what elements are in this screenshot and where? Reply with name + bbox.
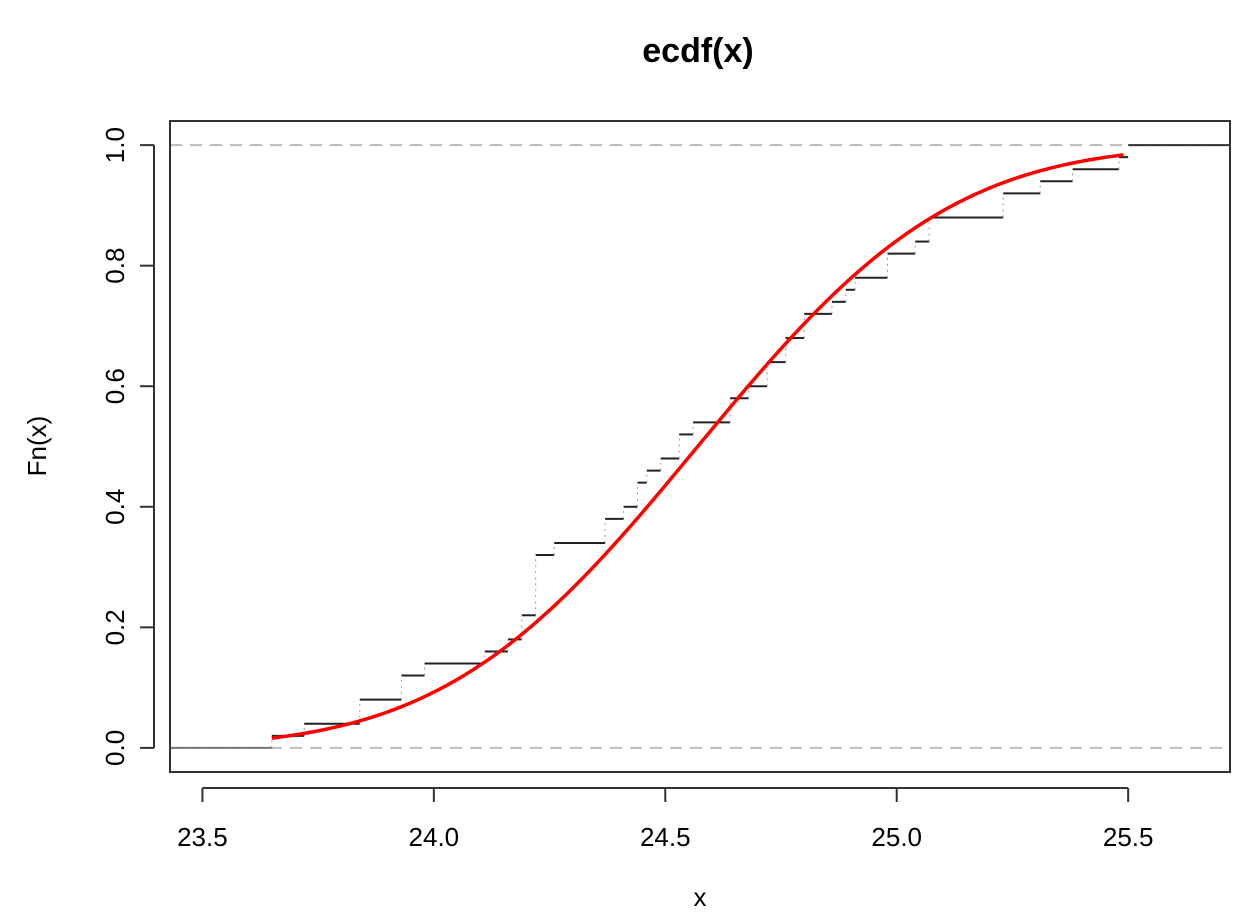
reference-lines	[170, 144, 1230, 749]
x-tick-label-0: 23.5	[177, 822, 228, 852]
normal-cdf-curve	[271, 153, 1124, 740]
ecdf-steps	[170, 144, 1230, 749]
y-tick-label-0: 0.0	[100, 730, 130, 766]
chart-title: ecdf(x)	[642, 32, 753, 70]
x-axis: 23.5 24.0 24.5 25.0 25.5	[177, 787, 1154, 852]
x-tick-label-4: 25.5	[1103, 822, 1154, 852]
x-axis-label: x	[694, 882, 707, 912]
y-tick-label-3: 0.6	[100, 368, 130, 404]
x-tick-label-2: 24.5	[640, 822, 691, 852]
y-axis-label: Fn(x)	[22, 416, 52, 477]
x-tick-label-3: 25.0	[871, 822, 922, 852]
y-tick-label-5: 1.0	[100, 127, 130, 163]
y-axis: 0.0 0.2 0.4 0.6 0.8 1.0	[100, 127, 155, 766]
plot-frame	[169, 120, 1231, 773]
y-tick-label-1: 0.2	[100, 609, 130, 645]
x-tick-label-1: 24.0	[409, 822, 460, 852]
normal-cdf-line	[271, 153, 1124, 740]
y-tick-label-2: 0.4	[100, 489, 130, 525]
y-tick-label-4: 0.8	[100, 248, 130, 284]
